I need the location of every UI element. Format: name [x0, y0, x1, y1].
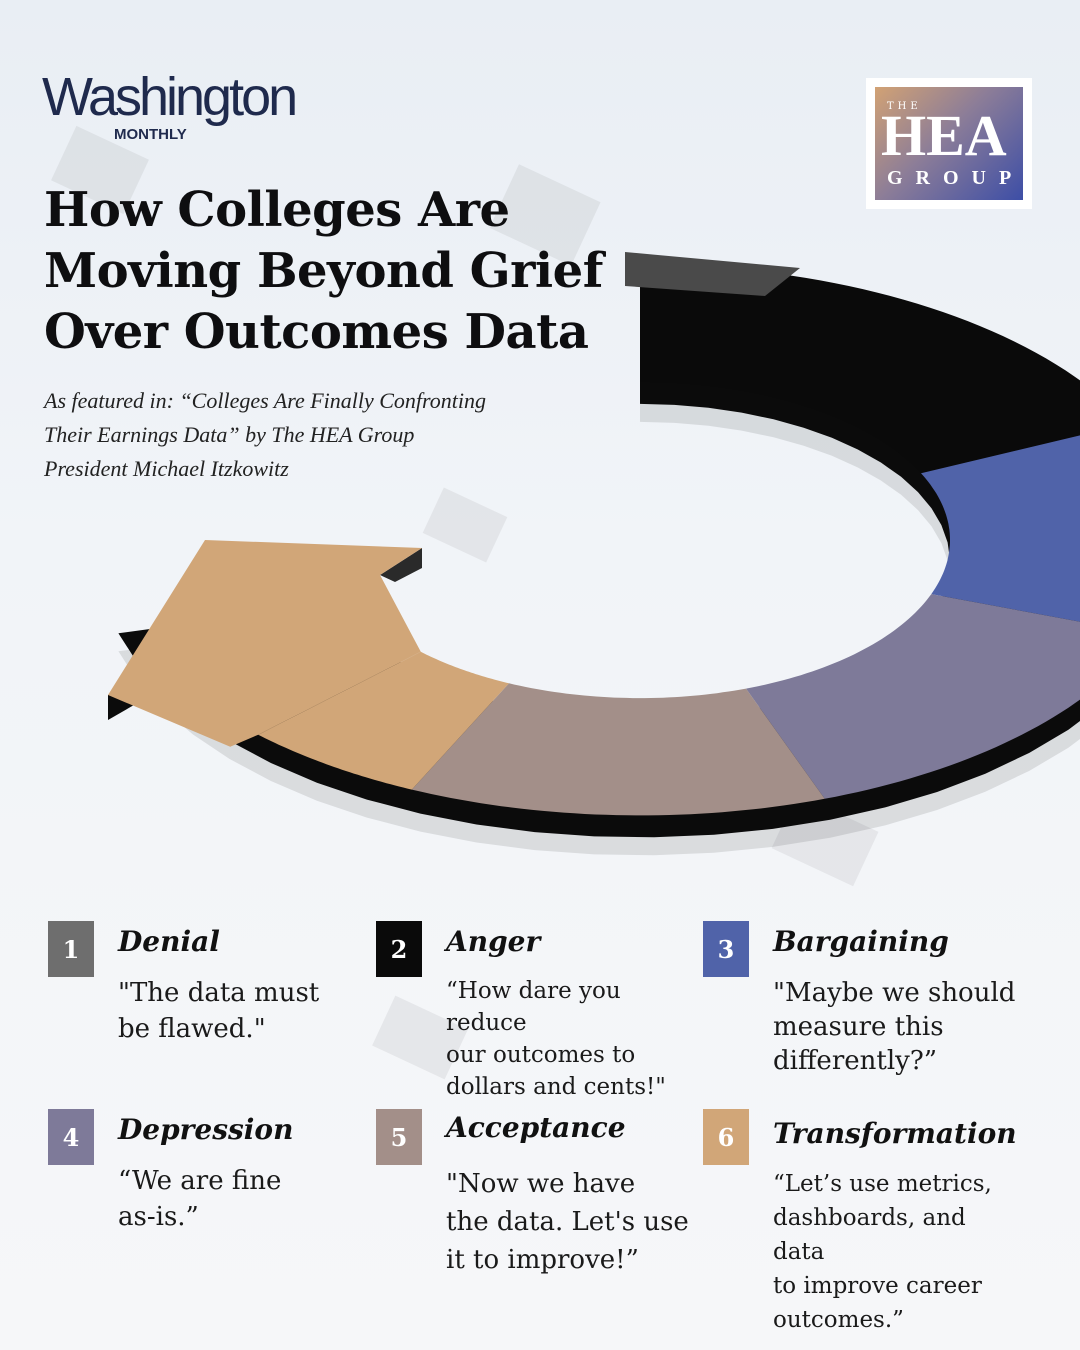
quote-line: to improve career: [773, 1273, 982, 1299]
logo-subtitle: MONTHLY: [114, 126, 187, 143]
stage-quote: “How dare you reduce our outcomes to dol…: [446, 975, 696, 1103]
quote-line: differently?”: [773, 1046, 938, 1076]
quote-line: "Maybe we should: [773, 978, 1016, 1008]
hea-logo-group: GROUP: [887, 167, 1025, 189]
caption-line: As featured in: “Colleges Are Finally Co…: [44, 388, 487, 413]
stage-number-badge: 3: [703, 921, 749, 977]
title-line: Over Outcomes Data: [44, 304, 589, 360]
stage-number-badge: 2: [376, 921, 422, 977]
hea-group-logo: THE HEA GROUP: [866, 78, 1032, 209]
stage-title: Anger: [446, 925, 541, 958]
quote-line: as-is.”: [118, 1202, 199, 1232]
quote-line: "The data must: [118, 978, 320, 1008]
stage-title: Bargaining: [773, 925, 949, 958]
logo-wordmark: Washington: [42, 67, 298, 127]
stage-quote: “We are fine as-is.”: [118, 1163, 281, 1235]
arrow-notch-edge: [380, 548, 422, 582]
featured-in-caption: As featured in: “Colleges Are Finally Co…: [44, 384, 564, 486]
stage-quote: “Let’s use metrics, dashboards, and data…: [773, 1167, 1023, 1337]
ring-arrowhead-transformation: [108, 540, 422, 747]
ring-segment-anger: [640, 264, 1080, 474]
quote-line: measure this: [773, 1012, 944, 1042]
stage-number-badge: 4: [48, 1109, 94, 1165]
ring-segment-depression: [746, 594, 1080, 799]
quote-line: the data. Let's use: [446, 1207, 689, 1237]
stage-title: Transformation: [773, 1117, 1017, 1150]
title-line: How Colleges Are: [44, 182, 510, 238]
stage-title: Depression: [118, 1113, 294, 1146]
title-line: Moving Beyond Grief: [44, 243, 603, 299]
stage-number-badge: 1: [48, 921, 94, 977]
stage-quote: "Maybe we should measure this differentl…: [773, 976, 1015, 1078]
ring-segment-transformation: [258, 651, 509, 790]
stage-title: Acceptance: [446, 1111, 626, 1144]
ring-segment-bargaining: [921, 435, 1080, 622]
quote-line: “How dare you reduce: [446, 978, 621, 1036]
quote-line: our outcomes to: [446, 1042, 636, 1068]
stage-quote: "Now we have the data. Let's use it to i…: [446, 1165, 689, 1279]
hea-logo-panel: THE HEA GROUP: [875, 87, 1023, 200]
ring-start-cap: [625, 252, 800, 296]
page-title: How Colleges Are Moving Beyond Grief Ove…: [44, 180, 644, 363]
quote-line: “Let’s use metrics,: [773, 1171, 992, 1197]
stage-number-badge: 5: [376, 1109, 422, 1165]
caption-line: President Michael Itzkowitz: [44, 456, 289, 481]
quote-line: dashboards, and data: [773, 1205, 966, 1265]
stage-quote: "The data must be flawed.": [118, 975, 319, 1047]
quote-line: it to improve!”: [446, 1245, 639, 1275]
caption-line: Their Earnings Data” by The HEA Group: [44, 422, 415, 447]
quote-line: “We are fine: [118, 1166, 282, 1196]
washington-monthly-logo: Washington MONTHLY: [42, 67, 298, 143]
ring-segment-acceptance: [411, 683, 825, 816]
stage-title: Denial: [118, 925, 220, 958]
quote-line: dollars and cents!": [446, 1074, 666, 1100]
quote-line: "Now we have: [446, 1169, 636, 1199]
grief-cycle-diagram: [108, 252, 1080, 856]
hea-logo-main: HEA: [881, 103, 1007, 168]
hea-logo-the: THE: [887, 101, 922, 112]
quote-line: be flawed.": [118, 1014, 266, 1044]
quote-line: outcomes.”: [773, 1307, 904, 1333]
stage-number-badge: 6: [703, 1109, 749, 1165]
